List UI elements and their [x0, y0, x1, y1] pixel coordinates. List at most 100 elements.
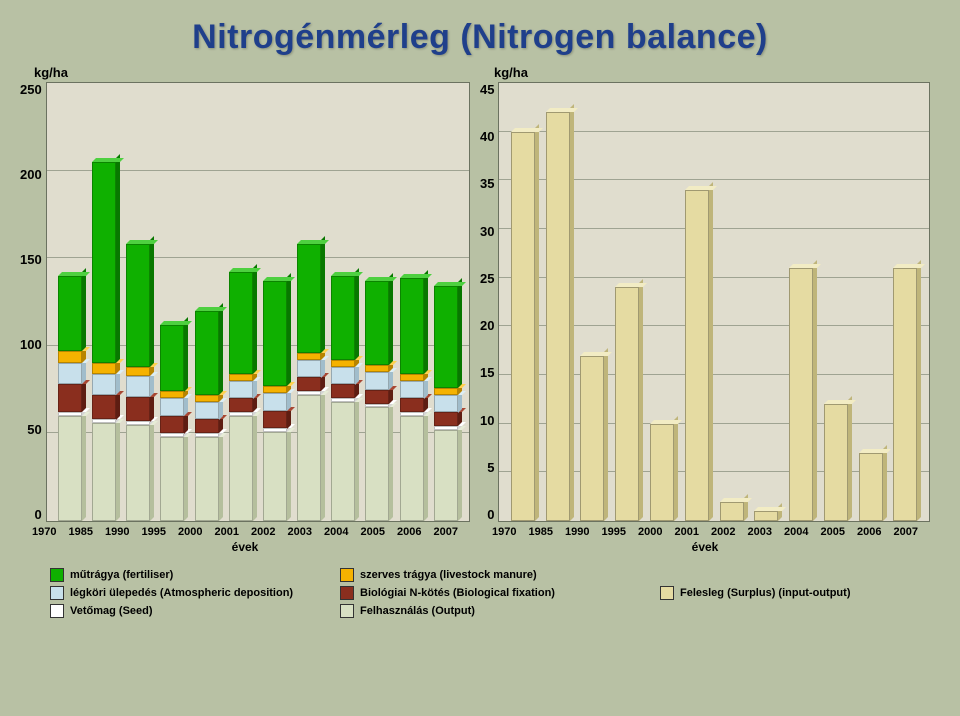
left-x-title: évek — [20, 540, 470, 554]
x-tick: 2000 — [632, 526, 669, 538]
bar-segment-vetomag — [331, 398, 355, 402]
x-tick: 1970 — [486, 526, 523, 538]
surplus-bar — [893, 268, 917, 521]
bar-segment-biologiai — [331, 384, 355, 398]
bars-container — [47, 83, 469, 521]
bar-segment-vetomag — [58, 412, 82, 416]
bar-segment-legkori — [92, 374, 116, 395]
x-tick: 2003 — [282, 526, 319, 538]
bar-segment-mutragya — [160, 325, 184, 392]
legend-swatch — [340, 604, 354, 618]
bar-segment-szerves — [58, 351, 82, 363]
legend-label: szerves trágya (livestock manure) — [360, 569, 537, 581]
bar-segment-mutragya — [331, 276, 355, 360]
y-tick: 15 — [480, 365, 494, 380]
bar-segment-felhasznalas — [365, 407, 389, 521]
left-chart: kg/ha 250200150100500 197019851990199520… — [20, 65, 470, 554]
bar-segment-szerves — [92, 363, 116, 374]
surplus-bar — [720, 502, 744, 521]
bars-container — [499, 83, 929, 521]
right-y-axis: 454035302520151050 — [480, 82, 498, 522]
legend-swatch — [340, 586, 354, 600]
x-tick: 1970 — [26, 526, 63, 538]
bar-segment-vetomag — [92, 419, 116, 423]
bar-segment-biologiai — [297, 377, 321, 391]
legend-label: Vetőmag (Seed) — [70, 605, 153, 617]
stacked-bar — [160, 325, 184, 521]
y-tick: 0 — [487, 507, 494, 522]
stacked-bar — [434, 286, 458, 521]
legend-item-mutragya: műtrágya (fertiliser) — [50, 568, 330, 582]
surplus-bar — [824, 404, 848, 521]
bar-segment-mutragya — [58, 276, 82, 351]
bar-segment-szerves — [229, 374, 253, 381]
bar-segment-szerves — [365, 365, 389, 372]
legend-item-biologiai: Biológiai N-kötés (Biological fixation) — [340, 586, 620, 600]
bar-segment-biologiai — [92, 395, 116, 420]
bar-segment-legkori — [195, 402, 219, 420]
bar-segment-mutragya — [297, 244, 321, 353]
bar-segment-biologiai — [229, 398, 253, 412]
bar-segment-felhasznalas — [58, 416, 82, 521]
legend-swatch — [50, 568, 64, 582]
legend-swatch — [50, 586, 64, 600]
y-tick: 20 — [480, 318, 494, 333]
bar-segment-mutragya — [263, 281, 287, 386]
legend-left: műtrágya (fertiliser) szerves trágya (liv… — [50, 568, 640, 622]
legend-item-vetomag: Vetőmag (Seed) — [50, 604, 330, 618]
right-y-label: kg/ha — [480, 65, 930, 80]
bar-segment-mutragya — [92, 162, 116, 363]
surplus-bar — [754, 511, 778, 521]
x-tick: 2004 — [778, 526, 815, 538]
stacked-bar — [195, 311, 219, 521]
x-tick: 2005 — [355, 526, 392, 538]
bar-segment-szerves — [400, 374, 424, 381]
x-tick: 1985 — [63, 526, 100, 538]
y-tick: 40 — [480, 129, 494, 144]
bar-segment-felhasznalas — [195, 437, 219, 521]
bar-segment-vetomag — [263, 428, 287, 432]
bar-segment-vetomag — [400, 412, 424, 416]
y-tick: 0 — [34, 507, 41, 522]
x-tick: 2004 — [318, 526, 355, 538]
surplus-bar — [685, 190, 709, 521]
bar-segment-biologiai — [58, 384, 82, 412]
bar-segment-vetomag — [160, 433, 184, 437]
surplus-bar — [546, 112, 570, 521]
right-chart: kg/ha 454035302520151050 197019851990199… — [480, 65, 930, 554]
left-y-axis: 250200150100500 — [20, 82, 46, 522]
x-tick: 2001 — [669, 526, 706, 538]
legend-swatch — [340, 568, 354, 582]
stacked-bar — [126, 244, 150, 521]
bar-segment-felhasznalas — [92, 423, 116, 521]
y-tick: 25 — [480, 271, 494, 286]
bar-segment-legkori — [331, 367, 355, 385]
right-x-title: évek — [480, 540, 930, 554]
bar-segment-legkori — [126, 376, 150, 397]
y-tick: 150 — [20, 252, 42, 267]
bar-segment-szerves — [126, 367, 150, 376]
x-tick: 2002 — [245, 526, 282, 538]
legend-item-legkori: légköri ülepedés (Atmospheric deposition… — [50, 586, 330, 600]
y-tick: 30 — [480, 224, 494, 239]
bar-segment-szerves — [297, 353, 321, 360]
bar-segment-vetomag — [434, 426, 458, 430]
bar-segment-legkori — [434, 395, 458, 413]
page-title: Nitrogénmérleg (Nitrogen balance) — [0, 0, 960, 57]
x-tick: 2005 — [815, 526, 852, 538]
left-x-axis: 1970198519901995200020012002200320042005… — [20, 526, 470, 538]
bar-segment-felhasznalas — [126, 425, 150, 521]
x-tick: 2006 — [851, 526, 888, 538]
bar-segment-legkori — [160, 398, 184, 416]
x-tick: 2007 — [428, 526, 465, 538]
x-tick: 2000 — [172, 526, 209, 538]
bar-segment-biologiai — [365, 390, 389, 404]
y-tick: 200 — [20, 167, 42, 182]
x-tick: 2003 — [742, 526, 779, 538]
bar-segment-legkori — [365, 372, 389, 390]
legends-row: műtrágya (fertiliser) szerves trágya (liv… — [0, 554, 960, 622]
bar-segment-mutragya — [365, 281, 389, 365]
bar-segment-biologiai — [434, 412, 458, 426]
bar-segment-mutragya — [434, 286, 458, 388]
x-tick: 1990 — [99, 526, 136, 538]
